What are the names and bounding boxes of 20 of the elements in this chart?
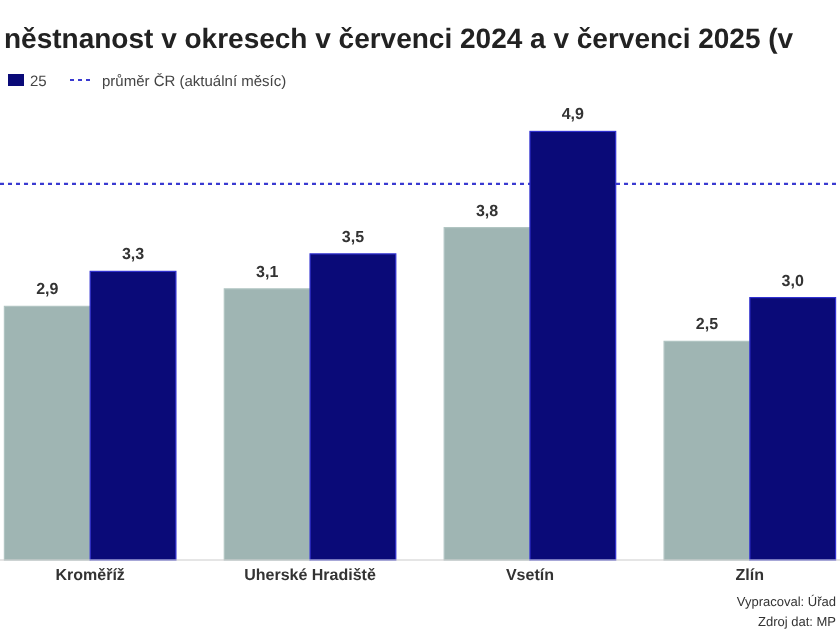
data-label: 3,0 <box>781 271 805 290</box>
x-tick-label: Vsetín <box>505 566 555 584</box>
data-label: 2,5 <box>695 315 720 334</box>
data-label: 3,5 <box>341 227 366 246</box>
x-tick-label: Zlín <box>735 566 765 584</box>
bar <box>749 297 837 561</box>
bar <box>309 253 397 561</box>
bar <box>89 270 177 561</box>
data-label: 2,9 <box>36 280 60 299</box>
chart-title: něstnanost v okresech v červenci 2024 a v červenci 2025 (v <box>4 22 794 54</box>
bar <box>663 340 751 561</box>
bar <box>3 305 91 561</box>
data-label: 3,8 <box>475 201 500 220</box>
data-label: 4,9 <box>561 105 586 124</box>
bar <box>223 288 311 561</box>
data-label: 3,3 <box>121 245 146 264</box>
x-tick-label: Kroměříž <box>55 566 125 584</box>
x-tick-label: Uherské Hradiště <box>244 566 377 584</box>
bar <box>443 227 531 561</box>
data-label: 3,1 <box>256 262 280 281</box>
